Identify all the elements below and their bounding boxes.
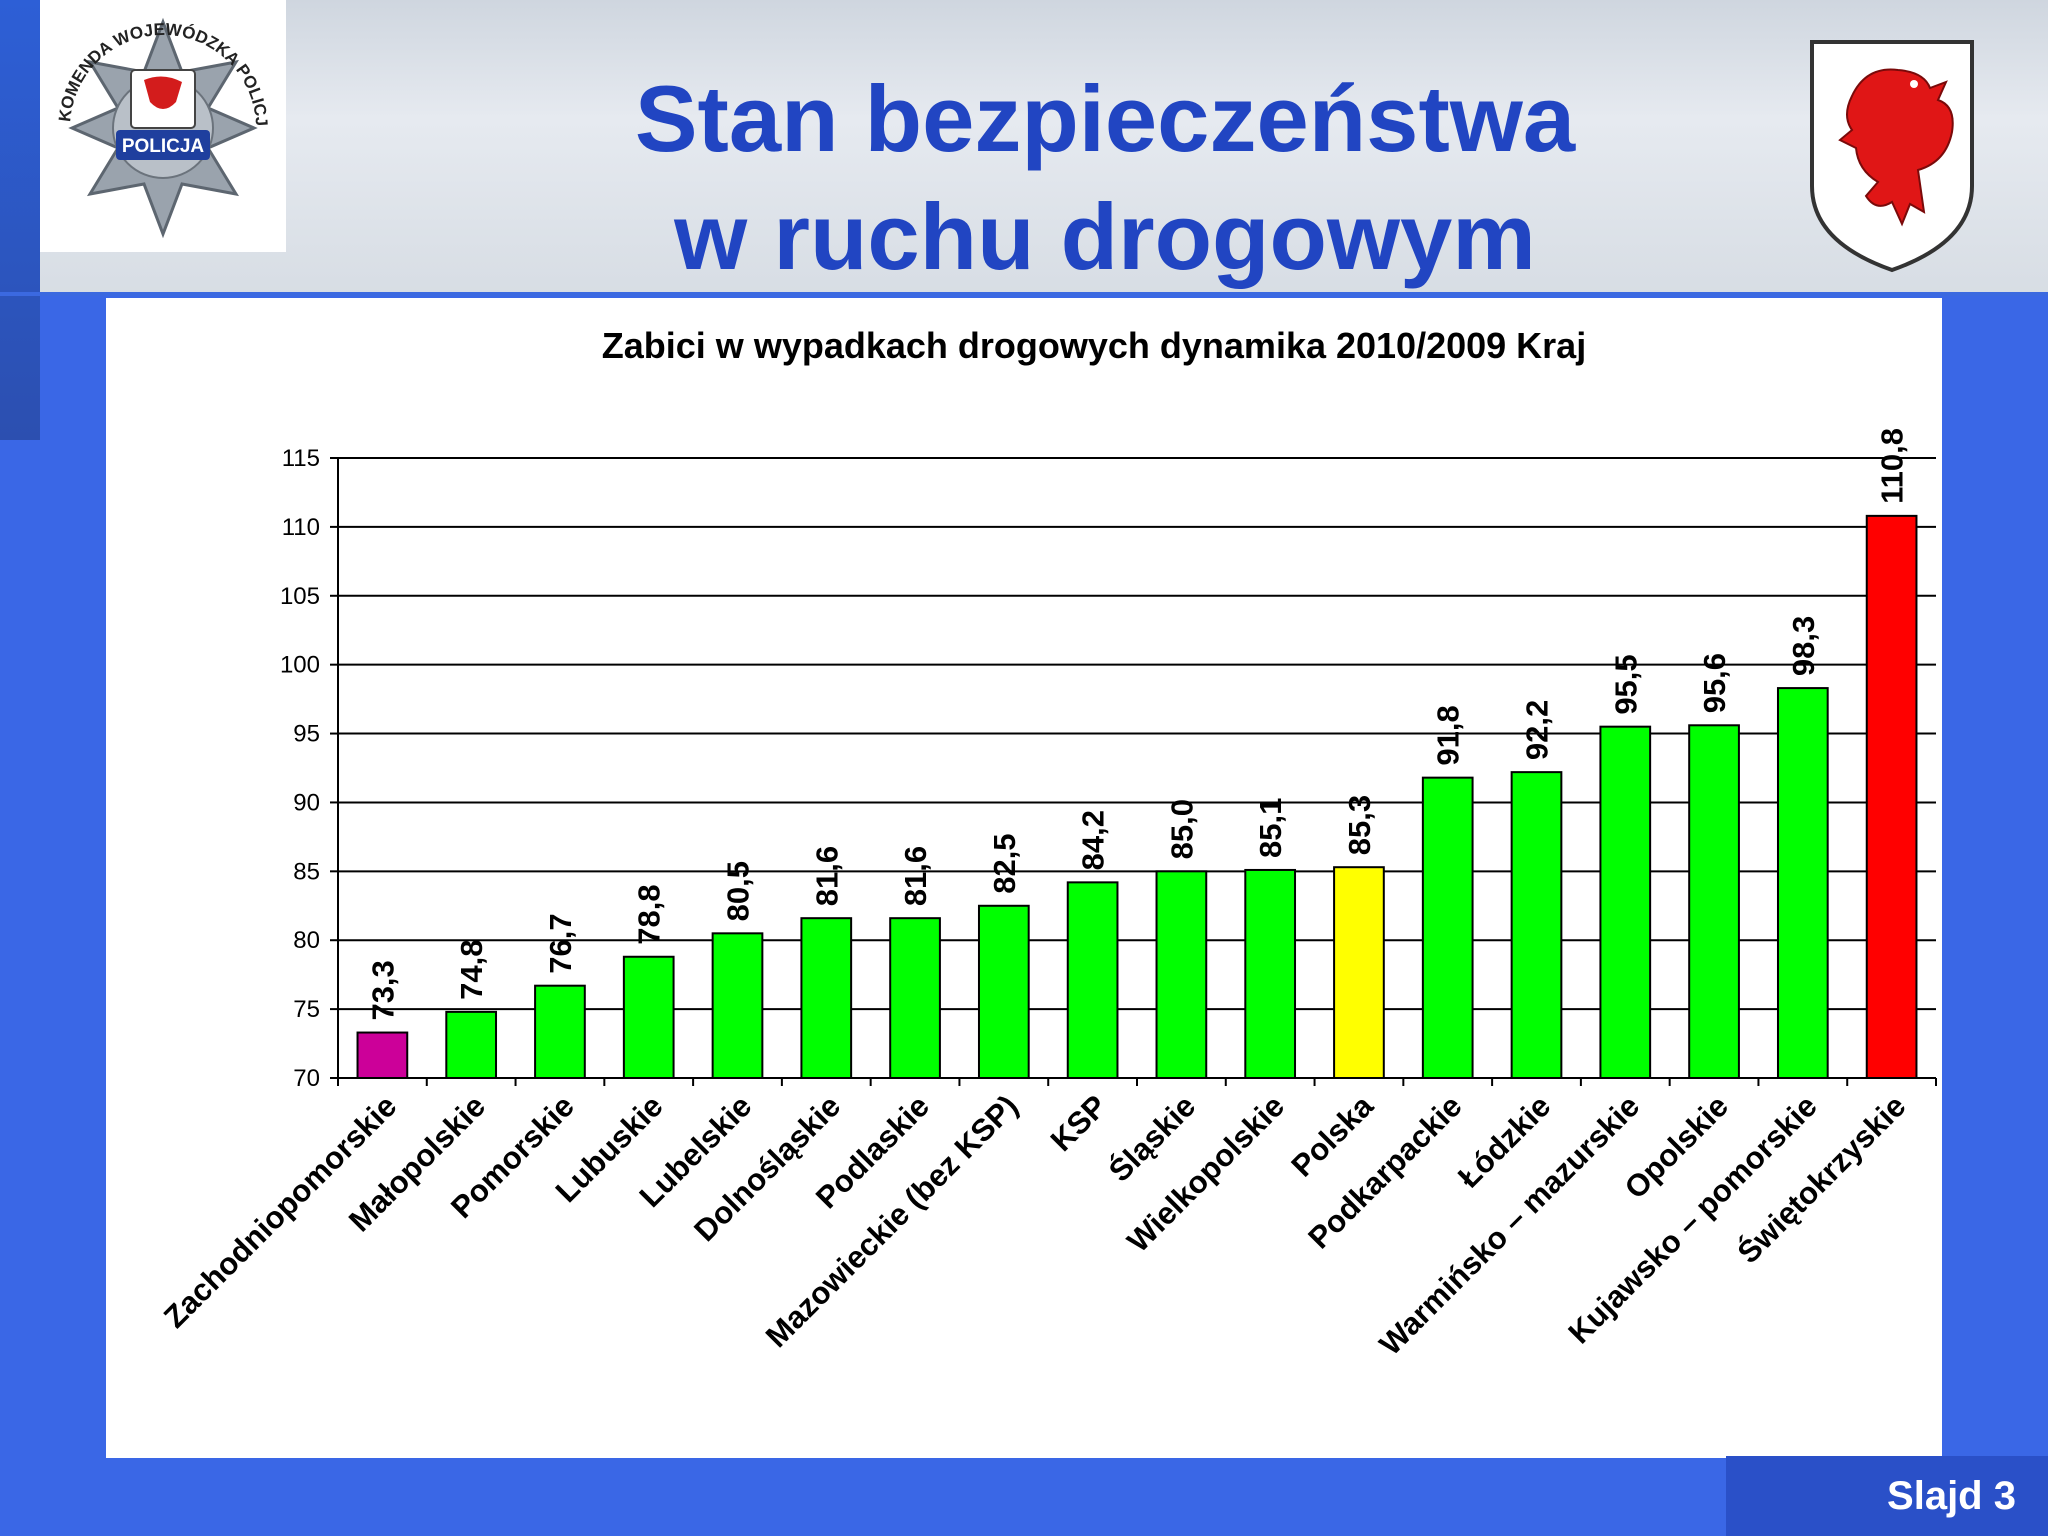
slide-number-value: 3	[1993, 1474, 2016, 1518]
value-label: 85,1	[1253, 798, 1288, 858]
bar-9	[1066, 881, 1119, 1079]
value-label: 92,2	[1520, 700, 1555, 760]
y-tick-label: 115	[282, 445, 320, 472]
bar-17	[1776, 687, 1829, 1079]
bar-4	[622, 955, 675, 1079]
value-label: 73,3	[365, 960, 400, 1020]
chart-panel: Zabici w wypadkach drogowych dynamika 20…	[106, 298, 1942, 1458]
chart-category-labels: ZachodniopomorskieMałopolskiePomorskieLu…	[157, 1087, 1913, 1361]
value-label: 78,8	[632, 884, 667, 944]
bar-16	[1688, 724, 1740, 1079]
value-label: 74,8	[454, 940, 489, 1000]
bar-13	[1421, 776, 1474, 1079]
bar-15	[1599, 725, 1652, 1079]
bar-7	[889, 917, 941, 1080]
bar-18	[1865, 514, 1918, 1080]
y-tick-label: 80	[293, 927, 320, 954]
value-label: 80,5	[721, 861, 756, 921]
bar-14	[1510, 771, 1563, 1079]
bar-1	[356, 1031, 409, 1079]
y-tick-label: 90	[293, 789, 320, 816]
value-label: 91,8	[1431, 705, 1466, 765]
value-label: 81,6	[809, 846, 844, 906]
chart-axes: 70 75 80 85 90 95 100 105 110 115	[280, 445, 1937, 1092]
y-tick-label: 105	[280, 583, 320, 610]
value-label: 84,2	[1076, 810, 1111, 870]
slide-number: Slajd 3	[1887, 1474, 2016, 1519]
bar-chart: Zabici w wypadkach drogowych dynamika 20…	[157, 325, 1937, 1362]
chart-value-labels: 73,3 74,8 76,7 78,8 80,5 81,6 81,6 82,5 84,2 85,0…	[365, 428, 1909, 1021]
value-label: 76,7	[543, 913, 578, 973]
y-tick-label: 110	[282, 514, 320, 541]
chart-bars	[356, 514, 1918, 1080]
left-accent-band	[0, 0, 40, 440]
value-label: 85,0	[1164, 799, 1199, 859]
value-label: 110,8	[1875, 428, 1910, 504]
griffin-crest-icon	[1810, 40, 1974, 273]
slide-title-line-1: Stan bezpieczeństwa	[634, 66, 1576, 171]
bar-10	[1155, 870, 1208, 1079]
bar-8	[977, 904, 1030, 1079]
slide-label: Slajd	[1887, 1474, 1983, 1518]
category-label: Wielkopolskie	[1120, 1088, 1291, 1259]
bar-11	[1244, 868, 1297, 1080]
police-badge-logo: POLICJA KOMENDA WOJEWÓDZKA POLICJI W SZC…	[32, 0, 286, 252]
bar-3	[534, 984, 586, 1080]
slide-title-line-2: w ruchu drogowym	[674, 184, 1536, 289]
bar-5	[711, 932, 764, 1079]
category-label: Podkarpackie	[1301, 1088, 1468, 1255]
y-tick-label: 95	[293, 721, 320, 748]
slide-title: Stan bezpieczeństwa w ruchu drogowym	[380, 60, 1830, 296]
value-label: 85,3	[1342, 795, 1377, 855]
slide-number-box: Slajd 3	[1726, 1456, 2048, 1536]
police-badge-label: POLICJA	[122, 136, 205, 157]
header-divider	[0, 292, 2048, 296]
y-tick-label: 100	[280, 652, 320, 679]
bar-12	[1333, 866, 1385, 1080]
chart-title: Zabici w wypadkach drogowych dynamika 20…	[602, 325, 1586, 366]
category-label: KSP	[1044, 1088, 1114, 1158]
slide-header	[0, 0, 2048, 296]
y-tick-label: 85	[293, 858, 320, 885]
value-label: 98,3	[1786, 616, 1821, 676]
value-label: 82,5	[987, 833, 1022, 893]
y-tick-label: 70	[293, 1065, 320, 1092]
bar-2	[445, 1010, 498, 1079]
value-label: 95,5	[1608, 654, 1643, 714]
value-label: 95,6	[1697, 653, 1732, 713]
bar-6	[800, 917, 853, 1080]
chart-gridlines	[338, 457, 1936, 1011]
value-label: 81,6	[898, 846, 933, 906]
police-badge-icon: POLICJA KOMENDA WOJEWÓDZKA POLICJI W SZC…	[32, 0, 271, 239]
y-tick-label: 75	[293, 996, 320, 1023]
